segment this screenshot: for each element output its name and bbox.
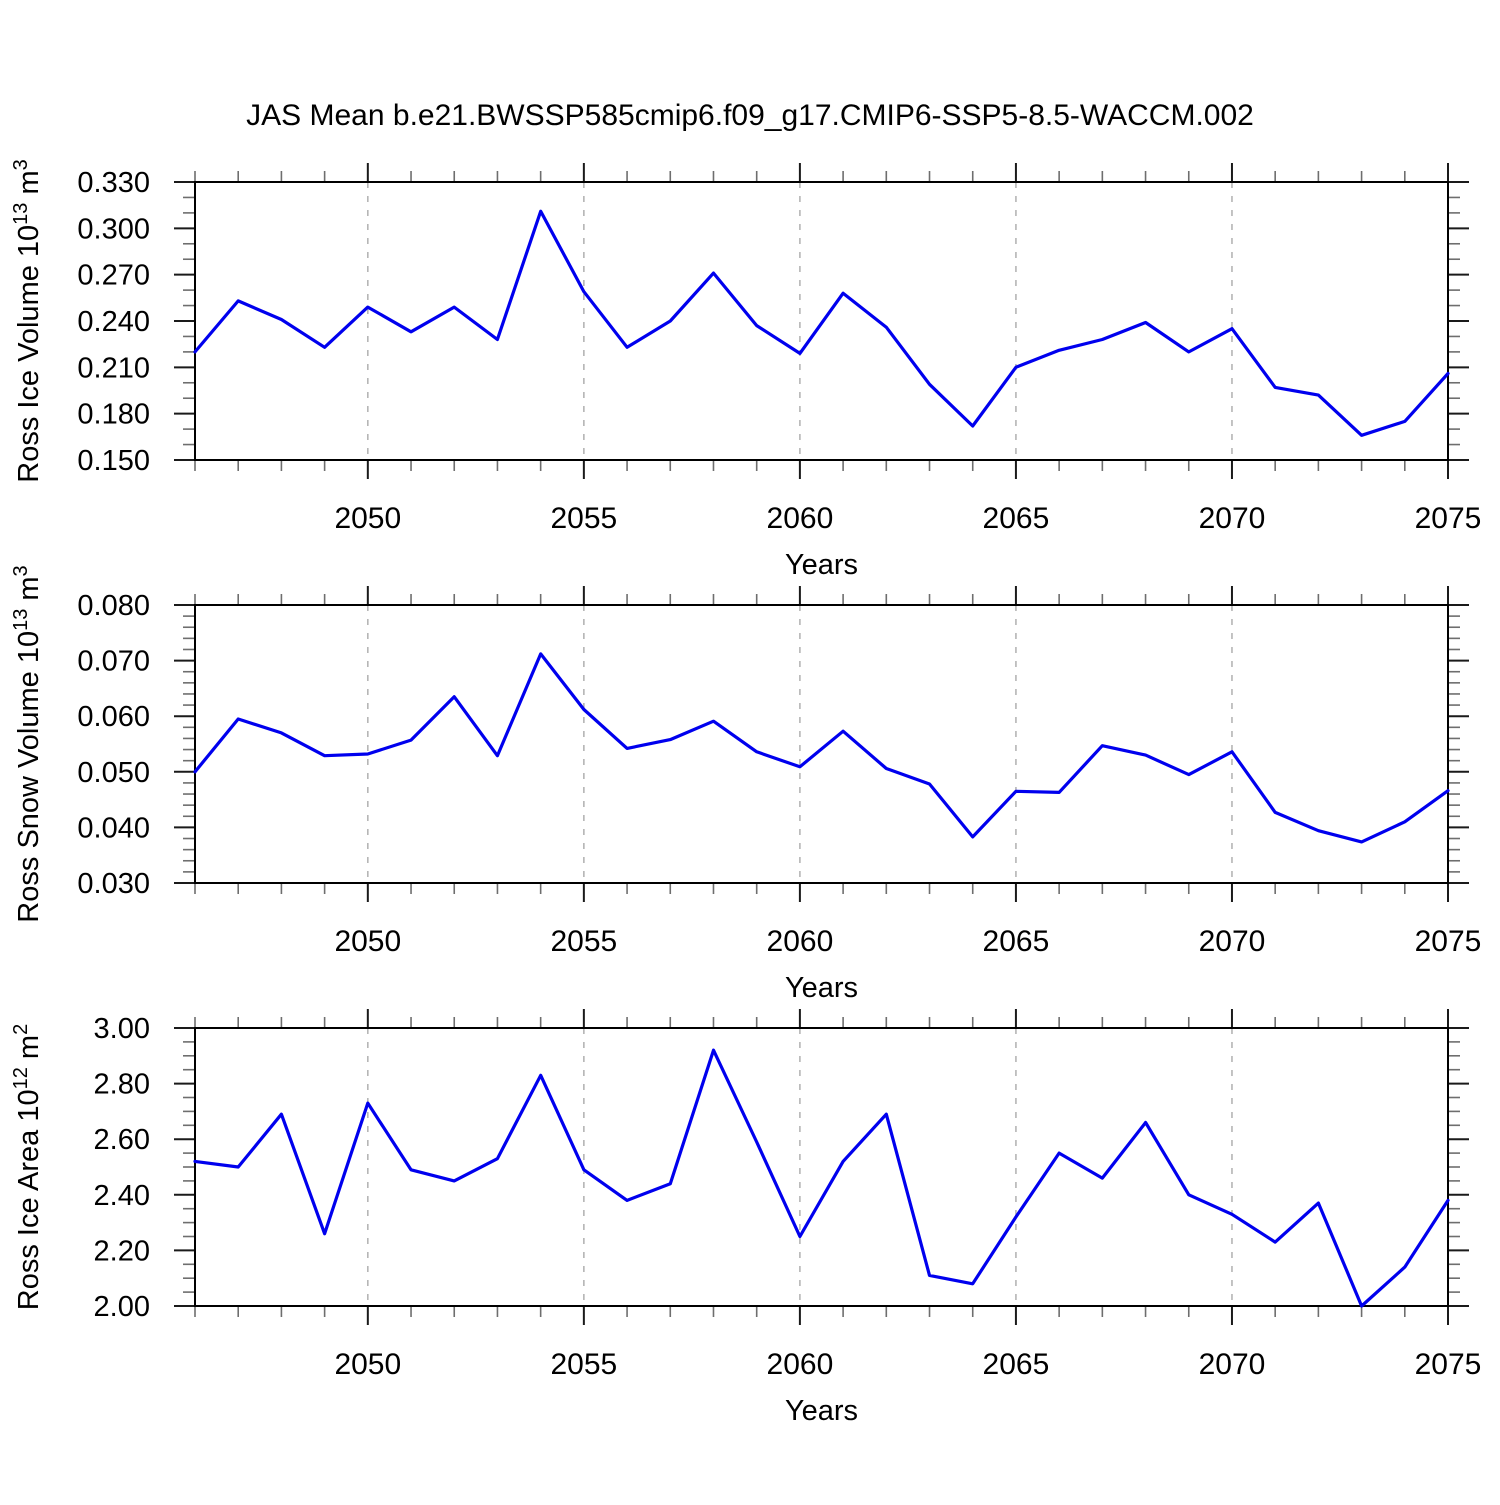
x-tick-label: 2070 <box>1199 502 1266 535</box>
x-tick-label: 2050 <box>334 925 401 958</box>
x-tick-label: 2065 <box>983 1348 1050 1381</box>
y-tick-label: 0.030 <box>77 868 150 900</box>
x-tick-label: 2055 <box>550 502 617 535</box>
x-axis-label: Years <box>785 549 858 581</box>
y-axis-label: Ross Ice Area 1012 m2 <box>10 1024 45 1310</box>
x-tick-label: 2075 <box>1415 925 1482 958</box>
y-tick-label: 2.80 <box>94 1069 150 1101</box>
y-tick-label: 3.00 <box>94 1013 150 1045</box>
x-tick-label: 2060 <box>767 1348 834 1381</box>
y-tick-label: 0.300 <box>77 213 150 245</box>
x-tick-label: 2065 <box>983 502 1050 535</box>
data-line-ross-ice-area <box>193 1048 1450 1308</box>
y-axis-label: Ross Snow Volume 1013 m3 <box>10 565 45 922</box>
y-tick-label: 0.180 <box>77 399 150 431</box>
y-tick-label: 2.40 <box>94 1180 150 1212</box>
x-tick-label: 2075 <box>1415 502 1482 535</box>
panel-ross-ice-area: 2.00 2.20 2.40 2.60 2.80 3.00 2050 2055 2060 2065… <box>10 1009 1481 1427</box>
y-tick-label: 0.080 <box>77 590 150 622</box>
y-tick-label: 0.070 <box>77 646 150 678</box>
y-tick-label: 0.150 <box>77 445 150 477</box>
y-tick-label: 0.270 <box>77 260 150 292</box>
chart-title: JAS Mean b.e21.BWSSP585cmip6.f09_g17.CMI… <box>246 99 1254 132</box>
y-tick-label: 2.60 <box>94 1124 150 1156</box>
axis-frame <box>194 181 1449 461</box>
x-tick-label: 2055 <box>550 1348 617 1381</box>
x-axis-label: Years <box>785 1395 858 1427</box>
x-tick-label: 2070 <box>1199 1348 1266 1381</box>
y-tick-label: 0.060 <box>77 701 150 733</box>
axis-frame <box>194 1027 1449 1307</box>
data-line-ross-snow-volume <box>193 652 1450 844</box>
y-axis-label: Ross Ice Volume 1013 m3 <box>10 159 45 483</box>
x-tick-label: 2070 <box>1199 925 1266 958</box>
y-tick-label: 0.210 <box>77 352 150 384</box>
axis-frame <box>194 604 1449 884</box>
y-tick-label: 0.240 <box>77 306 150 338</box>
x-tick-label: 2050 <box>334 502 401 535</box>
panel-ross-ice-volume: 0.150 0.180 0.210 0.240 0.270 0.300 0.330 2050 2… <box>10 159 1481 581</box>
x-tick-label: 2060 <box>767 502 834 535</box>
x-axis-label: Years <box>785 972 858 1004</box>
y-tick-label: 2.20 <box>94 1235 150 1267</box>
y-tick-label: 0.040 <box>77 812 150 844</box>
y-tick-label: 0.050 <box>77 757 150 789</box>
data-line-ross-ice-volume <box>193 209 1450 437</box>
x-tick-label: 2060 <box>767 925 834 958</box>
y-tick-label: 0.330 <box>77 167 150 199</box>
x-tick-label: 2055 <box>550 925 617 958</box>
x-tick-label: 2065 <box>983 925 1050 958</box>
panel-ross-snow-volume: 0.030 0.040 0.050 0.060 0.070 0.080 2050 2055 20… <box>10 565 1481 1004</box>
x-tick-label: 2075 <box>1415 1348 1482 1381</box>
x-tick-label: 2050 <box>334 1348 401 1381</box>
y-tick-label: 2.00 <box>94 1291 150 1323</box>
